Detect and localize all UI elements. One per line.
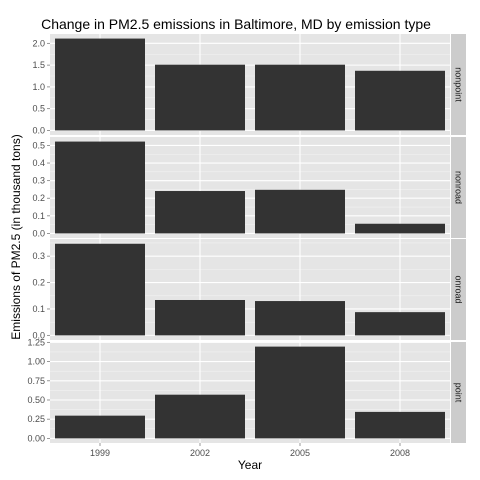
bar-onroad-2008 (355, 312, 445, 336)
y-tick-label: 0.3 (32, 251, 45, 261)
chart-title: Change in PM2.5 emissions in Baltimore, … (41, 16, 431, 32)
facet-strip-label: point (454, 383, 464, 403)
facet-strip-label: nonroad (454, 171, 464, 204)
x-axis: 1999 2002 2005 2008 (90, 443, 410, 458)
y-tick-label: 0.5 (32, 140, 45, 150)
y-tick-label: 0.0 (32, 228, 45, 238)
y-tick-label: 0.3 (32, 176, 45, 186)
x-axis-title: Year (238, 458, 262, 472)
bar-onroad-1999 (55, 243, 145, 336)
facet-panel-nonroad: 0.0 0.1 0.2 0.3 0.4 0.5 nonroad (32, 137, 466, 238)
facet-panels: 0.00.51.01.52.0nonpoint0.00.10.20.30.40.… (27, 34, 466, 443)
bar-nonroad-2008 (355, 223, 445, 234)
x-tick-label: 2008 (390, 448, 410, 458)
bar-nonpoint-2005 (255, 64, 345, 131)
y-tick-label: 0.75 (27, 376, 45, 386)
y-tick-label: 1.5 (32, 60, 45, 70)
bar-nonroad-2005 (255, 189, 345, 234)
bar-nonroad-2002 (155, 191, 245, 234)
facet-strip-label: onroad (454, 275, 464, 303)
y-tick-label: 0.0 (32, 125, 45, 135)
y-tick-label: 0.2 (32, 278, 45, 288)
y-tick-label: 0.1 (32, 211, 45, 221)
y-tick-label: 1.00 (27, 357, 45, 367)
bar-nonroad-1999 (55, 141, 145, 234)
bar-point-2002 (155, 394, 245, 439)
y-tick-label: 0.2 (32, 193, 45, 203)
facet-panel-point: 0.00 0.25 0.50 0.75 1.00 1.25 point (27, 337, 466, 443)
y-tick-label: 1.0 (32, 82, 45, 92)
y-tick-label: 0.50 (27, 395, 45, 405)
bar-point-1999 (55, 415, 145, 439)
facet-strip (451, 34, 466, 135)
facet-panel-onroad: 0.0 0.1 0.2 0.3 onroad (32, 239, 466, 340)
y-tick-label: 0.00 (27, 433, 45, 443)
x-tick-label: 2002 (190, 448, 210, 458)
y-tick-label: 1.25 (27, 337, 45, 347)
bar-onroad-2005 (255, 301, 345, 336)
facet-panel-nonpoint: 0.0 0.5 1.0 1.5 2.0 nonpoint (32, 34, 466, 135)
y-tick-label: 0.4 (32, 158, 45, 168)
facet-strip (451, 342, 466, 443)
x-tick-label: 1999 (90, 448, 110, 458)
bar-nonpoint-2008 (355, 70, 445, 131)
bar-point-2008 (355, 411, 445, 439)
y-tick-label: 0.1 (32, 304, 45, 314)
facet-strip-label: nonpoint (454, 67, 464, 102)
y-tick-label: 0.0 (32, 330, 45, 340)
facet-strip (451, 239, 466, 340)
y-tick-label: 0.25 (27, 414, 45, 424)
y-tick-label: 0.5 (32, 104, 45, 114)
bar-nonpoint-1999 (55, 38, 145, 131)
y-tick-label: 2.0 (32, 38, 45, 48)
y-axis-title: Emissions of PM2.5 (in thousand tons) (9, 134, 23, 339)
bar-point-2005 (255, 346, 345, 439)
x-tick-label: 2005 (290, 448, 310, 458)
facet-strip (451, 137, 466, 238)
bar-nonpoint-2002 (155, 64, 245, 131)
bar-onroad-2002 (155, 299, 245, 336)
